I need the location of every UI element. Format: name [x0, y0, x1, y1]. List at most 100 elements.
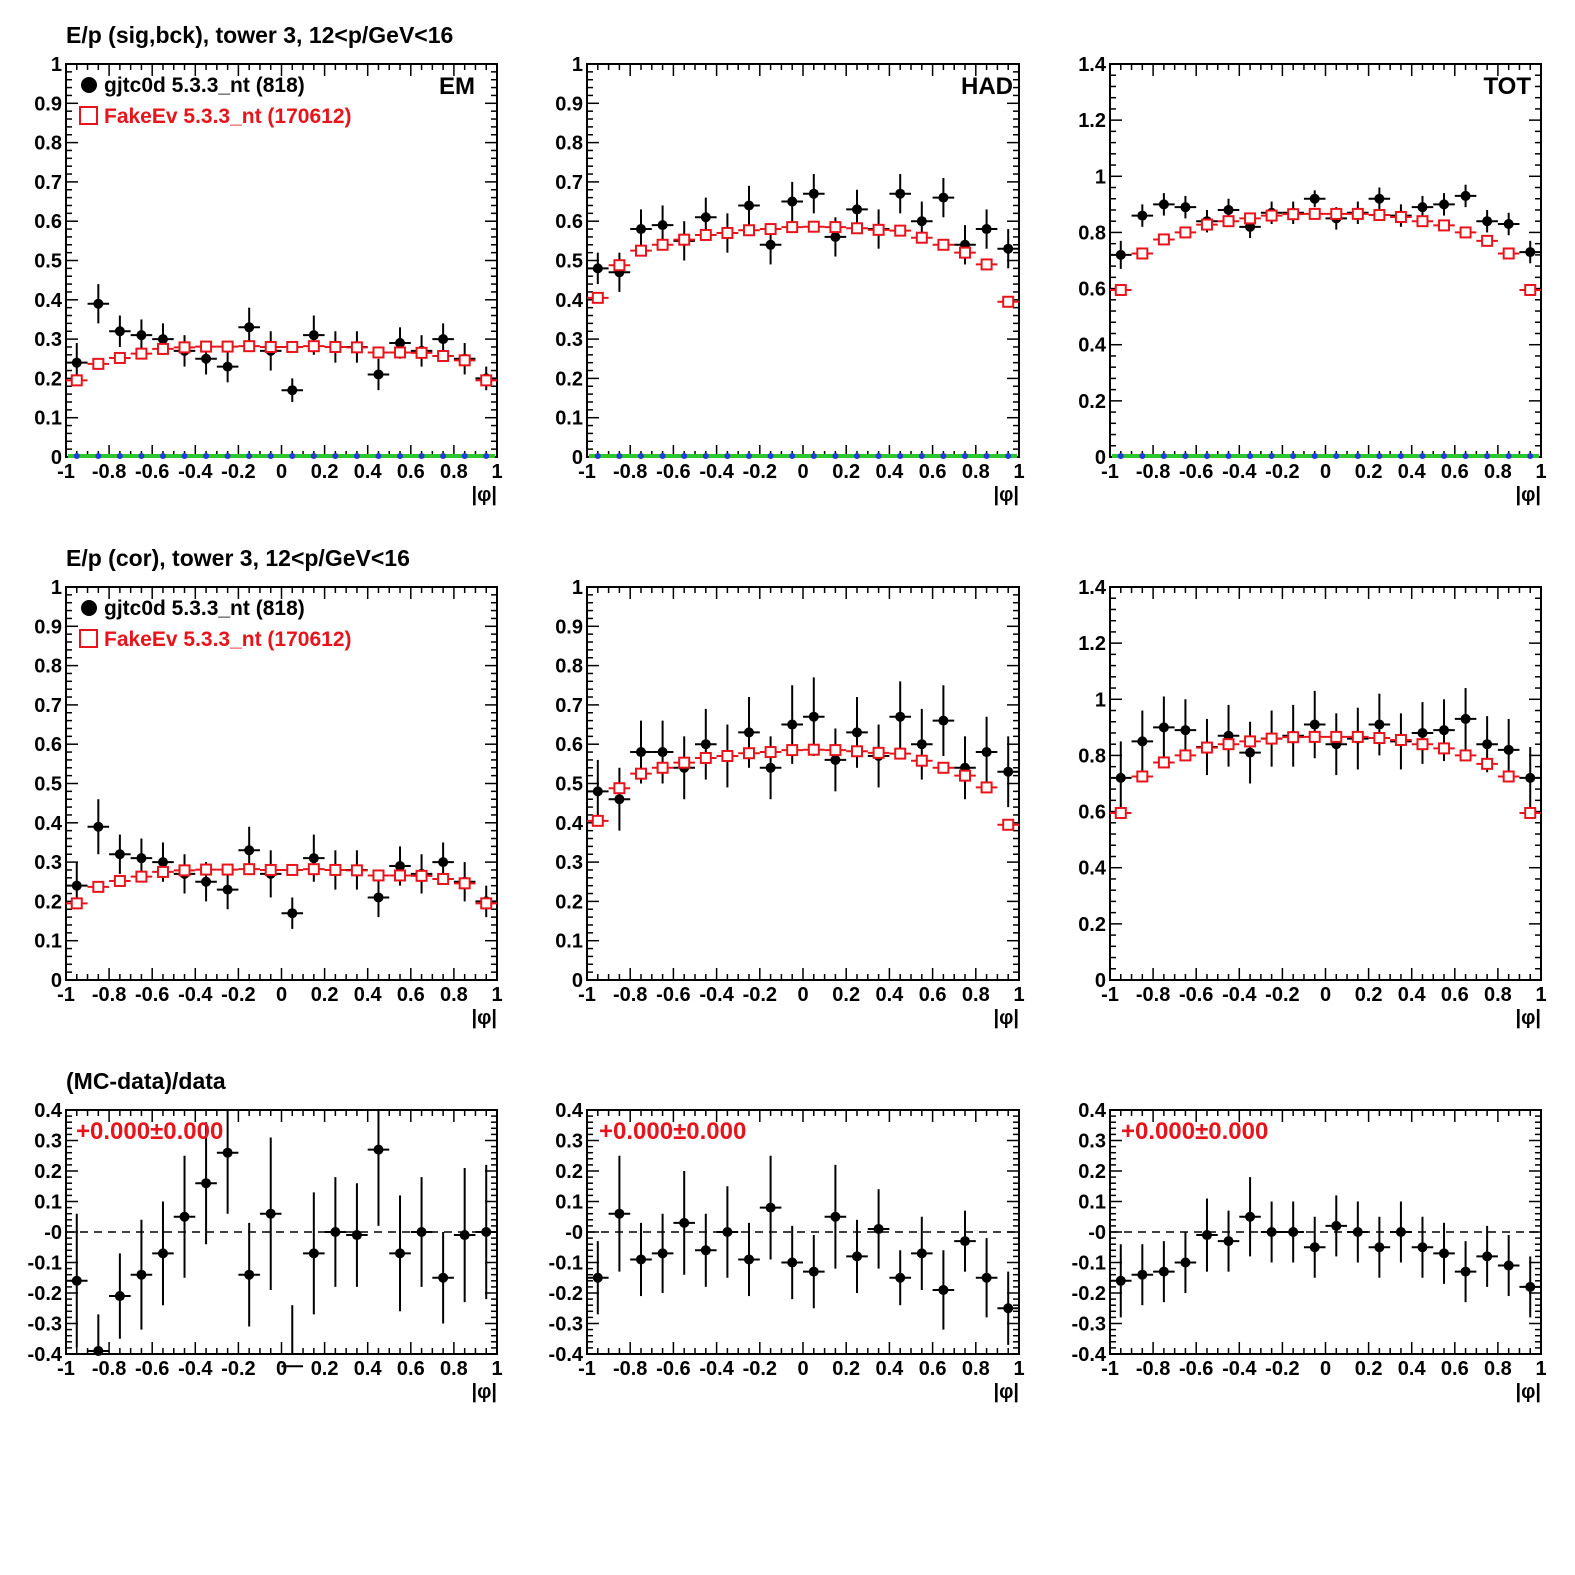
y-tick-label: 0.2: [555, 368, 583, 390]
x-tick-label: 1: [1013, 984, 1024, 1006]
data-point: [287, 908, 298, 919]
x-tick-label: 0.2: [1355, 1358, 1383, 1380]
mc-point: [1002, 818, 1015, 831]
mc-point: [1330, 207, 1343, 220]
data-point: [1115, 1275, 1126, 1286]
mc-point: [786, 744, 799, 757]
y-tick-label: -0: [44, 1222, 62, 1244]
y-tick-label: 0.5: [34, 251, 62, 273]
data-point: [1503, 1260, 1514, 1271]
mc-point: [178, 341, 191, 354]
x-tick-label: -1: [1101, 461, 1119, 483]
y-tick-label: 0.9: [34, 93, 62, 115]
mc-point: [786, 221, 799, 234]
x-tick-label: 1: [1535, 461, 1546, 483]
x-tick-label: -0.2: [743, 984, 777, 1006]
x-tick-label: -0.4: [1222, 461, 1257, 483]
y-tick-label: 0.3: [34, 1131, 62, 1153]
y-tick-label: 1: [1095, 166, 1106, 188]
aux-blue-point: [810, 453, 817, 459]
mc-point: [243, 340, 256, 353]
aux-blue-point: [1376, 453, 1383, 459]
data-point: [830, 231, 841, 242]
mc-point: [70, 374, 83, 387]
aux-blue-point: [962, 453, 968, 459]
y-tick-label: 0.1: [34, 1192, 62, 1214]
mc-point: [635, 767, 647, 780]
data-point: [330, 1227, 341, 1237]
mc-point: [1136, 247, 1149, 260]
aux-blue-point: [1505, 453, 1512, 459]
data-point: [765, 762, 776, 773]
y-tick-label: 0.7: [34, 172, 62, 194]
data-point: [636, 747, 646, 758]
data-point: [744, 1254, 754, 1265]
data-point: [1180, 202, 1191, 213]
mc-point: [1481, 234, 1494, 247]
x-tick-label: -1: [57, 1358, 75, 1380]
x-tick-label: -0.4: [178, 1358, 213, 1380]
aux-blue-point: [594, 453, 601, 459]
data-point: [744, 727, 754, 738]
y-tick-label: -0.3: [1072, 1314, 1106, 1336]
data-point: [93, 821, 104, 832]
mc-point: [699, 751, 712, 764]
legend-row2: gjtc0d 5.3.3_nt (818) FakeEv 5.3.3_nt (1…: [79, 597, 352, 651]
mc-point: [872, 223, 885, 236]
x-tick-label: 0.4: [875, 1358, 904, 1380]
x-tick-label: -0.4: [1222, 984, 1257, 1006]
x-tick-label: 0.2: [1355, 461, 1383, 483]
data-point: [1223, 204, 1234, 215]
data-point: [614, 794, 625, 805]
aux-blue-point: [1441, 453, 1448, 459]
panel-em-sig-bck: -1 -0.8 -0.6 -0.4 -0.2 0 0.2 0.4 0.6 0.8 1 0 0.1 0.2 0…: [34, 54, 502, 506]
data-point: [201, 353, 212, 364]
mc-point: [221, 340, 234, 353]
mc-point: [829, 221, 842, 234]
data-point: [1266, 1227, 1277, 1237]
y-tick-label: -0.1: [28, 1253, 62, 1275]
y-tick-label: 0.3: [555, 852, 583, 874]
x-tick-label: -0.2: [743, 461, 777, 483]
x-tick-label: 0.8: [440, 1358, 468, 1380]
y-tick-label: 0.2: [555, 1161, 583, 1183]
mc-point: [415, 869, 428, 882]
aux-blue-point: [1247, 453, 1254, 459]
y-tick-label: 0.6: [555, 211, 583, 233]
mc-point: [1222, 215, 1235, 228]
data-point: [1460, 190, 1471, 201]
mc-point: [480, 897, 493, 910]
data-point: [93, 298, 104, 309]
panel-em-ratio: -1 -0.8 -0.6 -0.4 -0.2 0 0.2 0.4 0.6 0.8 1 -0.4 -0.3…: [28, 1100, 503, 1403]
data-point: [136, 330, 147, 341]
x-tick-label: -0.8: [1136, 984, 1170, 1006]
mc-point: [1287, 731, 1300, 744]
y-tick-label: 0.2: [1078, 914, 1106, 936]
data-point: [614, 1208, 625, 1219]
data-point: [222, 1147, 233, 1158]
data-point: [1309, 1242, 1320, 1253]
data-point: [873, 1223, 884, 1234]
aux-blue-point: [659, 453, 666, 459]
x-tick-label: -1: [57, 984, 75, 1006]
mc-point: [264, 340, 277, 353]
data-point: [938, 192, 949, 203]
data-point: [657, 1248, 668, 1259]
mc-point: [721, 749, 734, 762]
y-tick-label: 1: [51, 54, 62, 76]
y-tick-label: 0.2: [34, 1161, 62, 1183]
y-tick-label: 0.8: [1078, 745, 1106, 767]
mc-point: [415, 346, 428, 359]
data-point: [179, 1211, 190, 1222]
data-point: [657, 747, 668, 758]
x-tick-label: -0.4: [178, 461, 213, 483]
data-point: [438, 334, 449, 345]
aux-blue-point: [461, 453, 468, 459]
mc-point: [915, 754, 928, 767]
x-tick-label: 0.2: [832, 984, 860, 1006]
aux-blue-point: [73, 453, 80, 459]
data-point: [895, 1272, 906, 1283]
aux-blue-point: [983, 453, 990, 459]
aux-blue-point: [854, 453, 860, 459]
x-tick-label: 1: [491, 461, 502, 483]
